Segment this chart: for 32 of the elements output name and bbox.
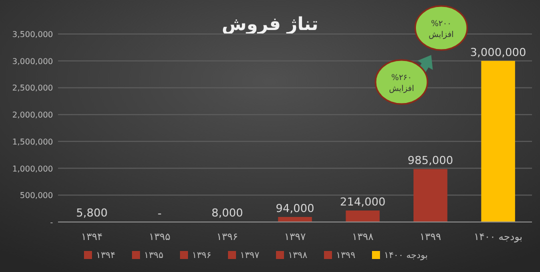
y-tick-label: 2,000,000 bbox=[12, 110, 53, 120]
legend-label: ۱۳۹۹ bbox=[336, 251, 356, 261]
legend-label: ۱۳۹۷ bbox=[240, 251, 260, 261]
y-tick-label: 1,500,000 bbox=[12, 137, 53, 146]
legend-label: ۱۳۹۵ bbox=[144, 251, 164, 261]
data-label: 94,000 bbox=[276, 202, 314, 215]
chart-title: تناژ فروش bbox=[222, 14, 318, 35]
y-tick-label: 2,500,000 bbox=[12, 84, 53, 93]
data-label: 8,000 bbox=[212, 206, 244, 220]
y-tick-label: 1,000,000 bbox=[12, 164, 53, 174]
x-tick-label: ۱۳۹۴ bbox=[81, 232, 103, 243]
legend-label: ۱۳۹۴ bbox=[96, 251, 116, 261]
x-tick-label: ۱۳۹۹ bbox=[420, 232, 442, 243]
annotation: %۲۶۰ افزایش bbox=[388, 73, 414, 93]
legend-label: ۱۳۹۶ bbox=[192, 251, 212, 261]
data-label: 214,000 bbox=[340, 196, 386, 209]
x-tick-label: بودجه ۱۴۰۰ bbox=[474, 232, 522, 243]
x-tick-label: ۱۳۹۸ bbox=[352, 232, 374, 243]
x-tick-label: ۱۳۹۵ bbox=[148, 232, 170, 243]
data-label: 3,000,000 bbox=[470, 46, 526, 59]
x-tick-label: ۱۳۹۶ bbox=[216, 232, 238, 243]
legend-label: بودجه ۱۴۰۰ bbox=[384, 251, 428, 261]
data-label: 5,800 bbox=[76, 206, 108, 220]
data-label: 985,000 bbox=[408, 154, 454, 168]
data-label: - bbox=[158, 207, 162, 220]
y-tick-label: 3,500,000 bbox=[12, 30, 53, 39]
y-tick-label: 3,000,000 bbox=[12, 56, 53, 66]
x-tick-label: ۱۳۹۷ bbox=[284, 232, 306, 243]
y-tick-label: - bbox=[50, 218, 54, 227]
legend-label: ۱۳۹۸ bbox=[288, 251, 308, 261]
y-tick-label: 500,000 bbox=[20, 191, 53, 200]
annotation: %۲۰۰ افزایش bbox=[428, 19, 454, 39]
